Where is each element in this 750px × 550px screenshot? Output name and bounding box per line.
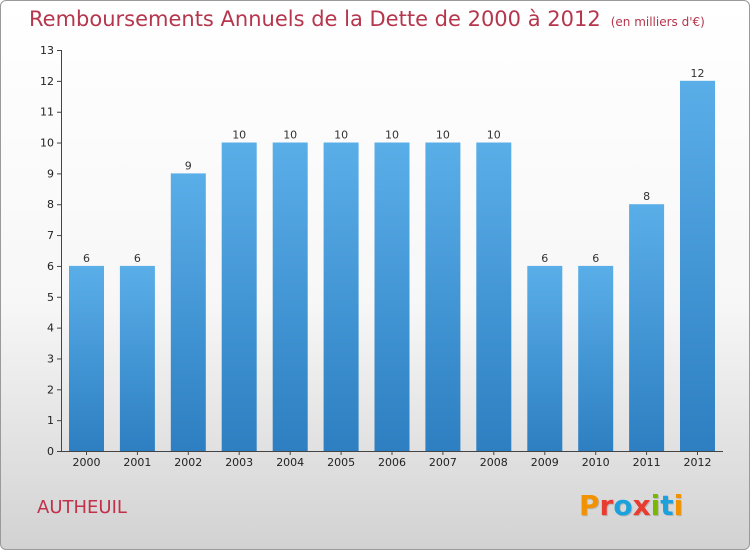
x-tick-label-2009: 2009 bbox=[531, 456, 559, 469]
y-tick-label: 0 bbox=[47, 445, 54, 458]
x-tick-label-2012: 2012 bbox=[684, 456, 712, 469]
data-label-2001: 6 bbox=[134, 252, 141, 265]
logo-letter: r bbox=[599, 489, 614, 522]
y-tick-label: 10 bbox=[40, 137, 54, 150]
data-label-2011: 8 bbox=[643, 190, 650, 203]
x-tick-label-2004: 2004 bbox=[276, 456, 304, 469]
y-tick-label: 7 bbox=[47, 229, 54, 242]
bar-2000 bbox=[69, 265, 104, 451]
logo-letter: t bbox=[660, 489, 674, 522]
chart-title-text: Remboursements Annuels de la Dette de 20… bbox=[29, 7, 601, 31]
proxiti-logo: Proxiti bbox=[579, 489, 683, 522]
bar-2008 bbox=[476, 142, 512, 451]
bar-2011 bbox=[629, 204, 665, 451]
data-label-2008: 10 bbox=[487, 129, 501, 142]
bar-2007 bbox=[425, 142, 461, 451]
bar-2012 bbox=[680, 80, 715, 452]
bar-2004 bbox=[272, 142, 308, 451]
data-label-2010: 6 bbox=[592, 252, 599, 265]
y-tick-label: 8 bbox=[47, 198, 54, 211]
data-label-2003: 10 bbox=[232, 129, 246, 142]
bar-2002 bbox=[170, 173, 206, 451]
data-label-2002: 9 bbox=[185, 159, 192, 172]
data-label-2007: 10 bbox=[436, 129, 450, 142]
x-tick-label-2010: 2010 bbox=[582, 456, 610, 469]
bar-2001 bbox=[119, 265, 155, 451]
x-tick-label-2007: 2007 bbox=[429, 456, 457, 469]
logo-letter: i bbox=[673, 489, 684, 522]
y-tick-label: 13 bbox=[40, 44, 54, 57]
bars-group: 6 6 9 10 10 10 10 10 10 6 6 8 12 bbox=[69, 67, 715, 452]
y-tick-label: 3 bbox=[47, 352, 54, 365]
x-tick-label-2002: 2002 bbox=[174, 456, 202, 469]
logo-letter: x bbox=[632, 489, 651, 522]
bar-2003 bbox=[221, 142, 257, 451]
x-tick-label-2003: 2003 bbox=[225, 456, 253, 469]
data-label-2006: 10 bbox=[385, 129, 399, 142]
y-tick-label: 11 bbox=[40, 106, 54, 119]
bar-2009 bbox=[527, 265, 563, 451]
chart-unit: (en milliers d'€) bbox=[610, 15, 705, 29]
logo-letter: P bbox=[579, 489, 600, 522]
x-axis-labels: 2000 2001 2002 2003 2004 2005 2006 2007 2008 2009… bbox=[73, 451, 712, 469]
y-tick-label: 4 bbox=[47, 322, 54, 335]
y-tick-label: 2 bbox=[47, 383, 54, 396]
y-tick-label: 9 bbox=[47, 167, 54, 180]
y-tick-label: 5 bbox=[47, 291, 54, 304]
x-tick-label-2008: 2008 bbox=[480, 456, 508, 469]
bar-2005 bbox=[323, 142, 359, 451]
data-label-2000: 6 bbox=[83, 252, 90, 265]
logo-letter: o bbox=[613, 489, 633, 522]
commune-name: AUTHEUIL bbox=[37, 497, 127, 518]
x-tick-label-2001: 2001 bbox=[123, 456, 151, 469]
data-label-2009: 6 bbox=[541, 252, 548, 265]
bar-2010 bbox=[578, 265, 614, 451]
chart-title: Remboursements Annuels de la Dette de 20… bbox=[29, 7, 705, 31]
bar-2006 bbox=[374, 142, 410, 451]
data-label-2012: 12 bbox=[691, 67, 705, 80]
logo-letter: i bbox=[650, 489, 661, 522]
y-tick-label: 1 bbox=[47, 414, 54, 427]
y-tick-label: 12 bbox=[40, 75, 54, 88]
y-tick-label: 6 bbox=[47, 260, 54, 273]
data-label-2004: 10 bbox=[283, 129, 297, 142]
x-tick-label-2006: 2006 bbox=[378, 456, 406, 469]
data-label-2005: 10 bbox=[334, 129, 348, 142]
x-tick-label-2005: 2005 bbox=[327, 456, 355, 469]
x-tick-label-2000: 2000 bbox=[73, 456, 101, 469]
x-tick-label-2011: 2011 bbox=[633, 456, 661, 469]
